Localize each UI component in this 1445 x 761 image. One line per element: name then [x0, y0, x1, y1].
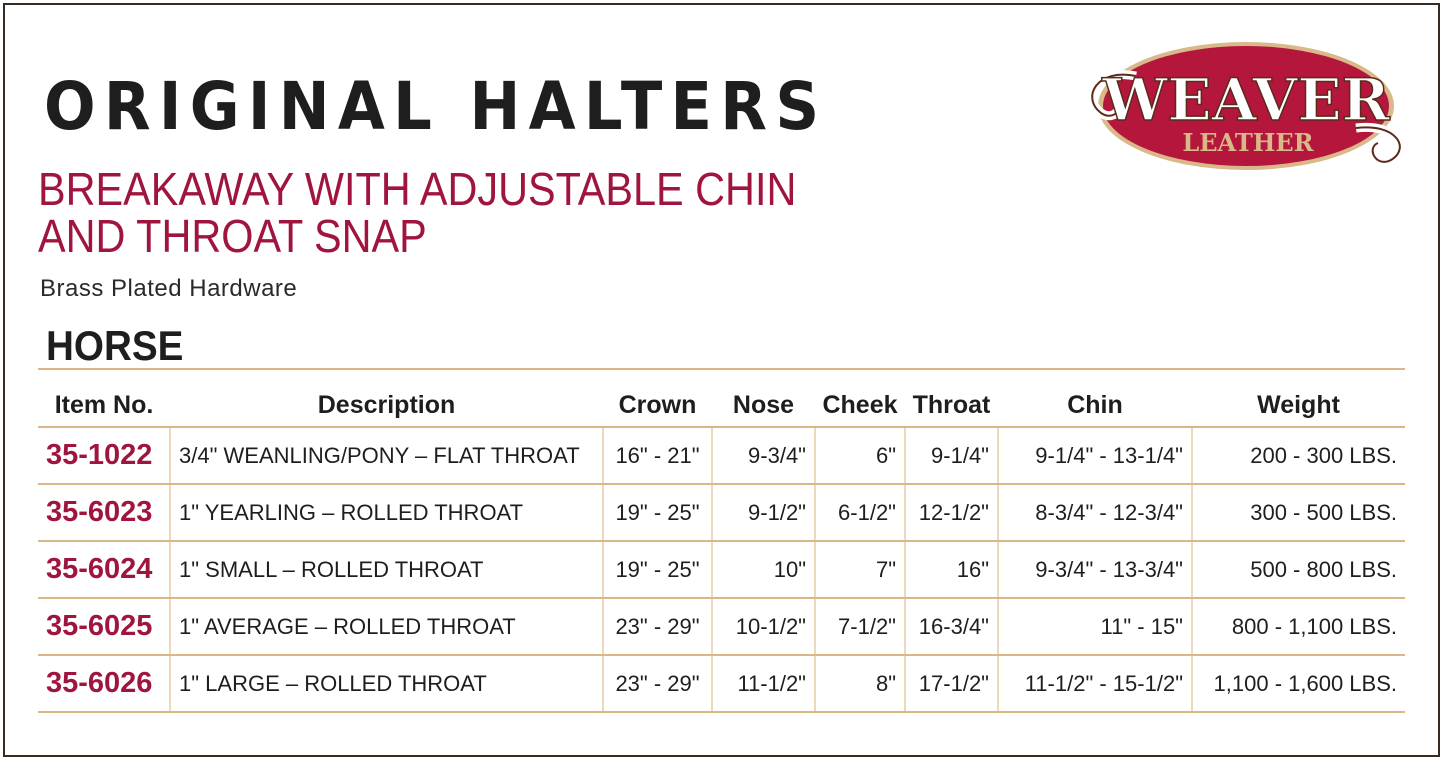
- cell-chin: 8-3/4" - 12-3/4": [997, 484, 1192, 542]
- cell-nose: 11-1/2": [711, 655, 815, 713]
- cell-desc: 1" YEARLING – ROLLED THROAT: [169, 484, 603, 542]
- table-header-row: Item No. Description Crown Nose Cheek Th…: [38, 385, 1405, 428]
- cell-nose: 10": [711, 541, 815, 599]
- header-item-no: Item No.: [38, 385, 170, 428]
- cell-cheek: 7-1/2": [814, 598, 905, 656]
- cell-crown: 19" - 25": [602, 541, 712, 599]
- table-row: 35-6025 1" AVERAGE – ROLLED THROAT 23" - 2…: [38, 598, 1405, 656]
- cell-nose: 9-3/4": [711, 427, 815, 485]
- cell-cheek: 7": [814, 541, 905, 599]
- cell-desc: 1" SMALL – ROLLED THROAT: [169, 541, 603, 599]
- cell-chin: 11" - 15": [997, 598, 1192, 656]
- cell-weight: 300 - 500 LBS.: [1191, 484, 1405, 542]
- cell-weight: 500 - 800 LBS.: [1191, 541, 1405, 599]
- cell-weight: 800 - 1,100 LBS.: [1191, 598, 1405, 656]
- cell-item: 35-1022: [38, 427, 170, 485]
- table-row: 35-6026 1" LARGE – ROLLED THROAT 23" - 29"…: [38, 655, 1405, 713]
- cell-item: 35-6023: [38, 484, 170, 542]
- subtitle-line-2: AND THROAT SNAP: [38, 210, 427, 262]
- cell-crown: 23" - 29": [602, 598, 712, 656]
- header-description: Description: [170, 385, 603, 428]
- header-crown: Crown: [603, 385, 712, 428]
- table-row: 35-1022 3/4" WEANLING/PONY – FLAT THROAT 1…: [38, 427, 1405, 485]
- logo-tagline: LEATHER: [1182, 128, 1314, 157]
- cell-chin: 11-1/2" - 15-1/2": [997, 655, 1192, 713]
- cell-weight: 1,100 - 1,600 LBS.: [1191, 655, 1405, 713]
- table-row: 35-6023 1" YEARLING – ROLLED THROAT 19" - …: [38, 484, 1405, 542]
- cell-crown: 23" - 29": [602, 655, 712, 713]
- cell-item: 35-6025: [38, 598, 170, 656]
- header-throat: Throat: [905, 385, 998, 428]
- cell-item: 35-6026: [38, 655, 170, 713]
- cell-throat: 9-1/4": [904, 427, 998, 485]
- page-title: ORIGINAL HALTERS: [44, 68, 828, 145]
- cell-crown: 16" - 21": [602, 427, 712, 485]
- section-divider: [38, 368, 1405, 370]
- cell-desc: 1" AVERAGE – ROLLED THROAT: [169, 598, 603, 656]
- cell-cheek: 6-1/2": [814, 484, 905, 542]
- cell-item: 35-6024: [38, 541, 170, 599]
- cell-throat: 12-1/2": [904, 484, 998, 542]
- cell-chin: 9-3/4" - 13-3/4": [997, 541, 1192, 599]
- halter-size-table: Item No. Description Crown Nose Cheek Th…: [38, 385, 1405, 713]
- logo-brand: WEAVER: [1101, 66, 1390, 134]
- cell-cheek: 8": [814, 655, 905, 713]
- table-row: 35-6024 1" SMALL – ROLLED THROAT 19" - 25"…: [38, 541, 1405, 599]
- cell-desc: 3/4" WEANLING/PONY – FLAT THROAT: [169, 427, 603, 485]
- header-cheek: Cheek: [815, 385, 905, 428]
- cell-throat: 16": [904, 541, 998, 599]
- cell-desc: 1" LARGE – ROLLED THROAT: [169, 655, 603, 713]
- cell-throat: 16-3/4": [904, 598, 998, 656]
- cell-nose: 10-1/2": [711, 598, 815, 656]
- cell-crown: 19" - 25": [602, 484, 712, 542]
- subtitle-line-1: BREAKAWAY WITH ADJUSTABLE CHIN: [38, 163, 797, 215]
- cell-throat: 17-1/2": [904, 655, 998, 713]
- page-frame: [3, 3, 1440, 757]
- cell-chin: 9-1/4" - 13-1/4": [997, 427, 1192, 485]
- header-weight: Weight: [1192, 385, 1405, 428]
- cell-weight: 200 - 300 LBS.: [1191, 427, 1405, 485]
- header-chin: Chin: [998, 385, 1192, 428]
- weaver-leather-logo: WEAVER LEATHER: [1087, 42, 1405, 170]
- section-heading: HORSE: [46, 322, 184, 369]
- cell-cheek: 6": [814, 427, 905, 485]
- cell-nose: 9-1/2": [711, 484, 815, 542]
- header-nose: Nose: [712, 385, 815, 428]
- hardware-note: Brass Plated Hardware: [40, 275, 298, 302]
